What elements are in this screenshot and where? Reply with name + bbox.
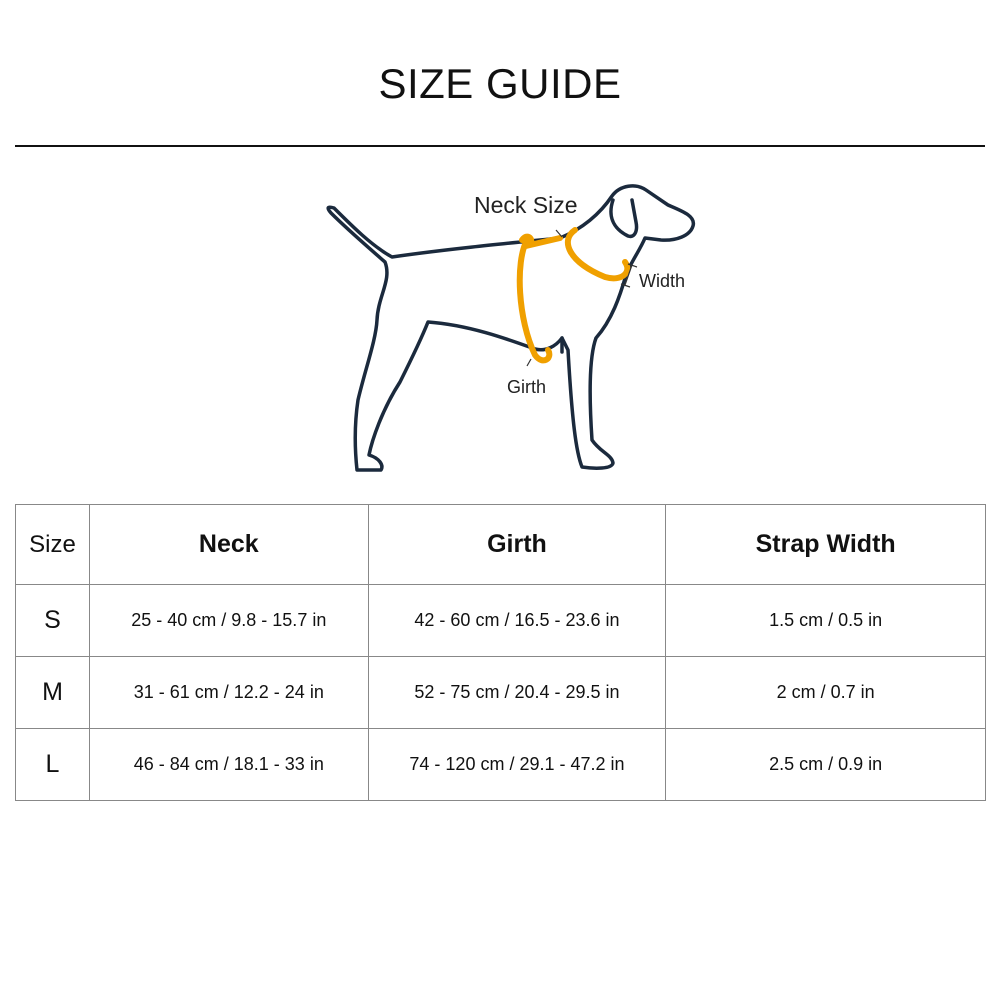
table-row: L 46 - 84 cm / 18.1 - 33 in 74 - 120 cm … — [15, 728, 986, 801]
table-row: M 31 - 61 cm / 12.2 - 24 in 52 - 75 cm /… — [15, 656, 986, 729]
harness — [516, 227, 631, 364]
girth-cell: 52 - 75 cm / 20.4 - 29.5 in — [367, 656, 667, 729]
neck-cell: 25 - 40 cm / 9.8 - 15.7 in — [88, 584, 369, 657]
girth-label: Girth — [507, 377, 547, 397]
header-neck: Neck — [88, 504, 369, 585]
neck-strap — [564, 227, 631, 282]
strap-cell: 2.5 cm / 0.9 in — [665, 728, 986, 801]
neck-cell: 46 - 84 cm / 18.1 - 33 in — [88, 728, 369, 801]
dog-outline — [326, 184, 696, 472]
table-row: S 25 - 40 cm / 9.8 - 15.7 in 42 - 60 cm … — [15, 584, 986, 657]
header-strap-width: Strap Width — [665, 504, 986, 585]
width-bracket — [620, 263, 638, 288]
width-label: Width — [639, 271, 686, 291]
page-title: SIZE GUIDE — [378, 60, 622, 107]
dog-ear — [609, 198, 639, 239]
strap-cell: 2 cm / 0.7 in — [665, 656, 986, 729]
size-cell: M — [15, 656, 90, 729]
neck-size-label: Neck Size — [474, 192, 578, 218]
neck-cell: 31 - 61 cm / 12.2 - 24 in — [88, 656, 369, 729]
neck-pointer — [555, 229, 563, 238]
girth-cell: 42 - 60 cm / 16.5 - 23.6 in — [367, 584, 667, 657]
girth-strap — [516, 233, 563, 364]
size-cell: L — [15, 728, 90, 801]
header-girth: Girth — [367, 504, 667, 585]
title-divider — [15, 145, 985, 147]
table-header-row: Size Neck Girth Strap Width — [15, 504, 986, 585]
girth-pointer — [526, 358, 532, 367]
size-cell: S — [15, 584, 90, 657]
girth-cell: 74 - 120 cm / 29.1 - 47.2 in — [367, 728, 667, 801]
dog-diagram — [326, 184, 696, 472]
size-table: Size Neck Girth Strap Width S 25 - 40 cm… — [15, 504, 986, 801]
header-size: Size — [15, 504, 90, 585]
strap-cell: 1.5 cm / 0.5 in — [665, 584, 986, 657]
